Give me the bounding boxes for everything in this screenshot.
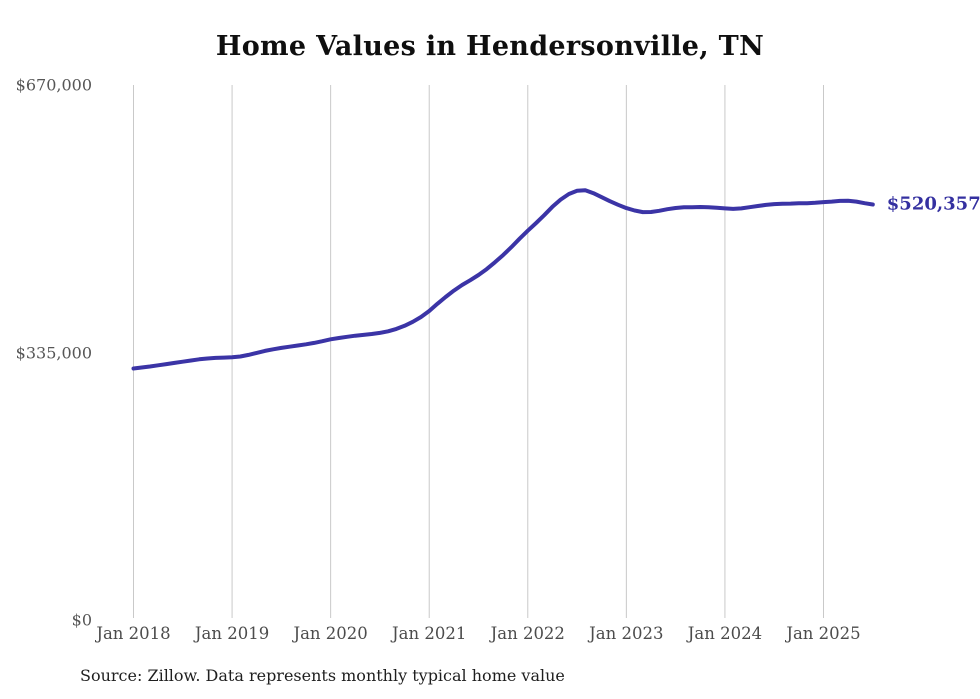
- home-value-line: [131, 188, 875, 371]
- chart-title: Home Values in Hendersonville, TN: [215, 31, 765, 62]
- x-tick-label: Jan 2023: [589, 624, 664, 643]
- x-tick-label: Jan 2022: [490, 624, 565, 643]
- x-tick-label: Jan 2021: [392, 624, 467, 643]
- x-tick-label: Jan 2019: [194, 624, 270, 643]
- x-tick-label: Jan 2020: [293, 624, 368, 643]
- x-tick-label: Jan 2024: [687, 624, 763, 643]
- y-tick-label: $670,000: [15, 75, 92, 95]
- latest-value-label: $520,357: [886, 193, 980, 215]
- x-tick-label: Jan 2018: [96, 624, 171, 643]
- x-tick-label: Jan 2025: [786, 624, 861, 643]
- source-note: Source: Zillow. Data represents monthly …: [80, 666, 565, 685]
- y-tick-label: $0: [71, 610, 92, 630]
- y-tick-label: $335,000: [15, 343, 92, 362]
